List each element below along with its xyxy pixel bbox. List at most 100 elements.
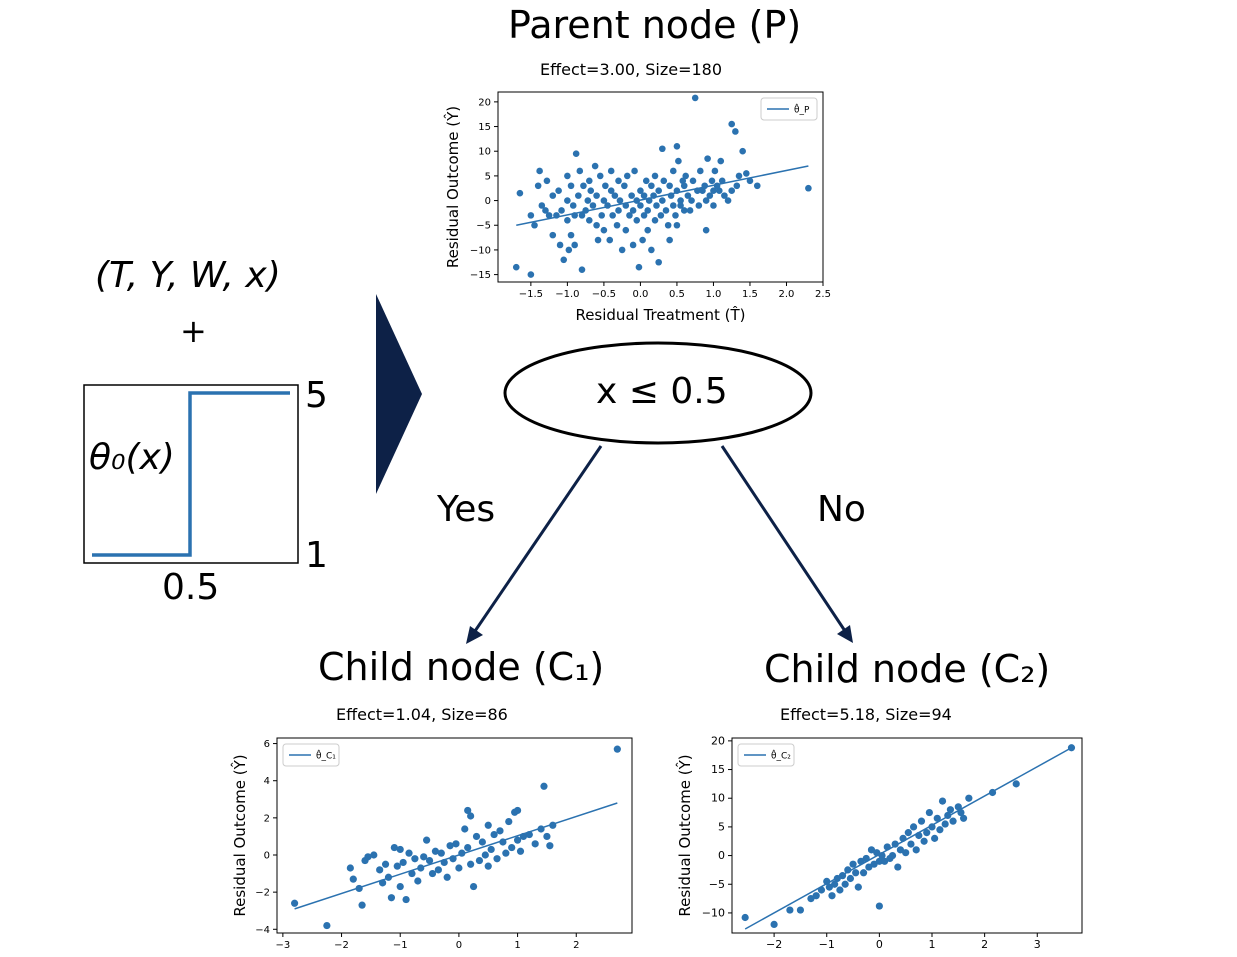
parent-data-point — [637, 202, 644, 209]
child2-x-tick-label: 1 — [929, 938, 936, 951]
no-arrowhead — [837, 625, 853, 643]
child2-data-point — [823, 877, 831, 885]
child2-data-point — [957, 808, 965, 817]
child1-data-point — [425, 856, 434, 865]
child2-data-point — [896, 846, 905, 854]
child2-data-point — [912, 846, 920, 854]
parent-x-tick-label: 2.5 — [815, 289, 831, 300]
child1-data-point — [384, 873, 393, 881]
parent-data-point — [708, 177, 716, 185]
parent-x-tick-label: 2.0 — [779, 289, 795, 300]
child2-data-point — [944, 811, 952, 820]
parent-plot-frame — [497, 91, 824, 283]
parent-data-point — [584, 197, 592, 204]
child1-data-point — [484, 862, 492, 870]
parent-data-point — [635, 263, 643, 271]
parent-data-point — [555, 187, 562, 195]
theta-y-low: 1 — [305, 535, 328, 576]
parent-data-point — [673, 187, 681, 195]
parent-data-point — [659, 145, 666, 153]
child2-y-tick-label: 10 — [711, 792, 725, 805]
child2-data-point — [888, 851, 897, 860]
parent-data-point — [609, 212, 616, 219]
parent-data-point — [655, 187, 662, 195]
parent-data-point — [576, 167, 584, 175]
parent-data-point — [545, 212, 553, 219]
parent-y-axis-label: Residual Outcome (Ŷ) — [443, 106, 462, 268]
parent-data-point — [653, 202, 660, 209]
yes-branch-line — [471, 445, 603, 635]
parent-data-point — [589, 202, 597, 209]
split-condition: x ≤ 0.5 — [596, 371, 728, 412]
parent-data-point — [648, 246, 655, 254]
child1-y-tick-label: 2 — [264, 813, 270, 824]
parent-x-tick-label: 1.0 — [705, 289, 721, 300]
child2-y-tick-label: 5 — [718, 820, 725, 833]
parent-legend-label: θ̂_P — [794, 103, 810, 116]
child1-plot-frame — [276, 737, 633, 934]
parent-data-point — [527, 212, 535, 219]
parent-data-point — [534, 182, 542, 190]
parent-data-point — [585, 217, 593, 224]
parent-data-point — [697, 167, 704, 175]
child1-data-point — [449, 855, 457, 863]
parent-data-point — [571, 241, 578, 249]
parent-data-point — [660, 177, 668, 185]
child2-data-point — [828, 892, 836, 900]
split-node-ellipse — [503, 341, 813, 445]
parent-data-point — [648, 182, 655, 190]
child1-data-point — [508, 843, 516, 852]
parent-data-point — [578, 212, 586, 219]
child1-data-point — [428, 869, 437, 878]
parent-data-point — [702, 226, 710, 234]
parent-y-tick-label: −5 — [476, 221, 491, 232]
child1-data-point — [379, 879, 387, 887]
child1-data-point — [472, 832, 481, 841]
child1-x-tick-label: −3 — [275, 940, 290, 951]
child2-data-point — [796, 906, 805, 914]
parent-data-point — [739, 147, 746, 155]
child2-data-point — [878, 851, 886, 860]
child2-data-point — [965, 794, 973, 802]
parent-data-point — [732, 128, 739, 135]
parent-data-point — [718, 177, 726, 185]
parent-data-point — [623, 172, 631, 180]
parent-data-point — [549, 192, 557, 199]
child1-y-tick-label: 6 — [264, 739, 270, 750]
parent-data-point — [567, 231, 575, 239]
parent-data-point — [702, 197, 710, 204]
child1-data-point — [370, 851, 378, 859]
child1-data-point — [505, 817, 513, 826]
parent-data-point — [672, 212, 679, 219]
parent-data-point — [651, 217, 659, 224]
child2-legend-label: θ̂_C₂ — [771, 749, 791, 762]
child1-data-point — [390, 843, 398, 852]
child1-data-point — [513, 836, 522, 844]
child2-x-tick-label: 2 — [981, 938, 988, 951]
parent-y-tick-label: 20 — [478, 97, 491, 108]
parent-data-point — [637, 187, 644, 195]
child1-scatter-chart: −3 −2 −1 0 1 2 −4 −2 0 2 4 6 Residual Outcome (Ŷ) θ̂_… — [230, 737, 633, 951]
parent-data-point — [621, 182, 628, 190]
parent-y-tick-label: 5 — [485, 171, 491, 182]
parent-x-tick-label: 0.5 — [669, 289, 685, 300]
child2-data-point — [786, 906, 794, 914]
parent-data-point — [713, 182, 721, 190]
child2-data-point — [770, 920, 778, 928]
flow-arrow-shape — [376, 294, 422, 494]
child2-data-point — [831, 880, 839, 888]
child2-data-point — [875, 857, 883, 865]
child2-data-point — [867, 846, 876, 854]
child2-data-point — [988, 788, 997, 797]
parent-data-point — [542, 207, 549, 214]
child1-data-point — [396, 845, 404, 854]
parent-data-point — [582, 207, 589, 214]
child2-data-point — [907, 840, 915, 848]
parent-data-point — [667, 192, 675, 199]
child2-data-point — [904, 829, 912, 837]
parent-data-point — [564, 197, 571, 204]
parent-data-point — [594, 236, 602, 244]
parent-data-point — [717, 157, 725, 165]
no-branch-line — [720, 445, 849, 635]
